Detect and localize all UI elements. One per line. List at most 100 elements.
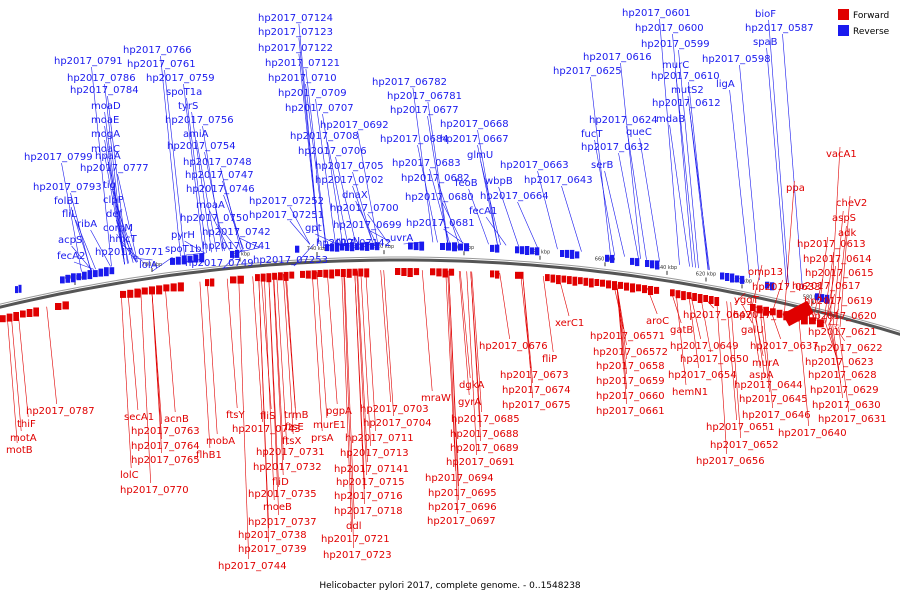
forward-gene-label: thiF (17, 419, 36, 430)
reverse-gene (446, 242, 452, 251)
leader-line (239, 237, 260, 248)
forward-gene-label: hp2017_0615 (805, 268, 874, 279)
leader-line (417, 144, 438, 243)
reverse-gene-label: hmcT (109, 234, 138, 245)
reverse-gene (440, 243, 446, 250)
reverse-gene-label: hp2017_0663 (500, 160, 569, 171)
forward-gene-label: hp2017_0621 (808, 327, 877, 338)
leader-line (107, 95, 128, 264)
leader-line (458, 270, 470, 396)
reverse-gene-label: wbpB (485, 176, 513, 187)
leader-line (678, 49, 699, 269)
leader-line (620, 62, 641, 259)
reverse-gene (93, 270, 98, 278)
reverse-gene-label: moaC (91, 144, 120, 155)
reverse-gene (109, 267, 115, 275)
scale-tick-label: 760 kbp (230, 251, 250, 257)
forward-gene-label: hp2017_0649 (670, 341, 739, 352)
reverse-gene (610, 254, 615, 263)
leader-line (263, 275, 275, 501)
forward-gene-label: hp2017_0689 (450, 443, 519, 454)
reverse-gene-label: hp2017_0747 (185, 170, 254, 181)
forward-gene-label: fliS (260, 411, 275, 422)
forward-gene-label: moeB (263, 502, 292, 513)
reverse-gene-label: acpS (58, 235, 82, 246)
forward-gene-label: mobA (206, 436, 235, 447)
leader-line (258, 275, 269, 543)
leader-line (729, 89, 750, 278)
leader-line (356, 241, 377, 250)
scale-tick-label: 680 kbp (530, 250, 550, 256)
forward-gene-label: hp2017_0630 (812, 400, 881, 411)
forward-gene (654, 286, 660, 294)
reverse-gene-label: hp2017_0692 (320, 120, 389, 131)
forward-gene (495, 270, 500, 279)
reverse-gene (71, 273, 76, 283)
legend-forward-label: Forward (853, 11, 889, 21)
reverse-gene-label: bioF (755, 9, 776, 20)
reverse-gene-label: gpt (305, 223, 322, 234)
forward-gene (600, 279, 606, 287)
leader-line (357, 270, 368, 463)
reverse-gene-label: fliL (62, 209, 77, 220)
reverse-gene (65, 274, 71, 283)
leader-line (442, 202, 463, 244)
reverse-gene (193, 254, 199, 263)
reverse-gene-label: amiA (183, 129, 209, 140)
forward-gene (670, 289, 675, 297)
reverse-gene-label: hp2017_07253 (253, 255, 328, 266)
leader-line (316, 271, 328, 419)
leader-line (768, 19, 789, 287)
forward-gene (156, 285, 163, 295)
reverse-gene (720, 272, 725, 280)
forward-gene (809, 317, 816, 325)
reverse-gene-label: queC (626, 127, 652, 138)
reverse-gene-label: hp2017_0598 (702, 54, 771, 65)
forward-gene-label: hp2017_07141 (334, 464, 409, 475)
leader-line (356, 270, 367, 476)
leader-line (429, 168, 450, 243)
reverse-gene-label: hp2017_0625 (553, 66, 622, 77)
leader-line (282, 273, 294, 435)
leader-line (766, 47, 787, 287)
forward-gene (594, 279, 600, 286)
forward-gene (567, 276, 572, 285)
forward-gene-label: yggT (734, 295, 760, 306)
forward-gene-label: hp2017_0656 (696, 456, 765, 467)
reverse-gene (458, 243, 464, 251)
reverse-gene-label: hp2017_0612 (652, 98, 721, 109)
forward-gene-label: ftsE (285, 422, 304, 433)
legend-reverse-label: Reverse (853, 27, 890, 37)
reverse-gene (230, 250, 235, 258)
scale-tick-label: 740 kbp (307, 246, 327, 252)
reverse-gene (18, 284, 22, 293)
leader-line (558, 277, 570, 317)
forward-gene (776, 309, 783, 318)
reverse-gene-label: hp2017_0771 (95, 247, 164, 258)
reverse-gene (295, 245, 300, 253)
forward-gene-label: fliD (272, 477, 289, 488)
forward-gene (13, 312, 19, 321)
reverse-gene (60, 276, 65, 284)
reverse-gene (535, 247, 540, 256)
leader-line (832, 325, 843, 399)
forward-gene-label: hp2017_0694 (425, 473, 494, 484)
forward-gene-label: hp2017_0661 (596, 406, 665, 417)
reverse-gene-label: serB (591, 160, 613, 171)
leader-line (468, 188, 489, 245)
leader-line (447, 270, 458, 515)
leader-line (367, 213, 388, 243)
leader-line (726, 301, 737, 421)
leader-line (618, 152, 639, 259)
forward-gene (260, 273, 266, 282)
forward-gene-label: adk (838, 228, 856, 239)
leader-line (289, 220, 311, 245)
leader-line (140, 289, 151, 484)
leader-line (186, 97, 207, 253)
forward-gene (401, 268, 407, 276)
forward-gene (413, 268, 420, 276)
scale-tick-label: 580 kbp (803, 294, 823, 300)
reverse-gene-label: hp2017_0761 (127, 59, 196, 70)
leader-line (352, 185, 373, 243)
